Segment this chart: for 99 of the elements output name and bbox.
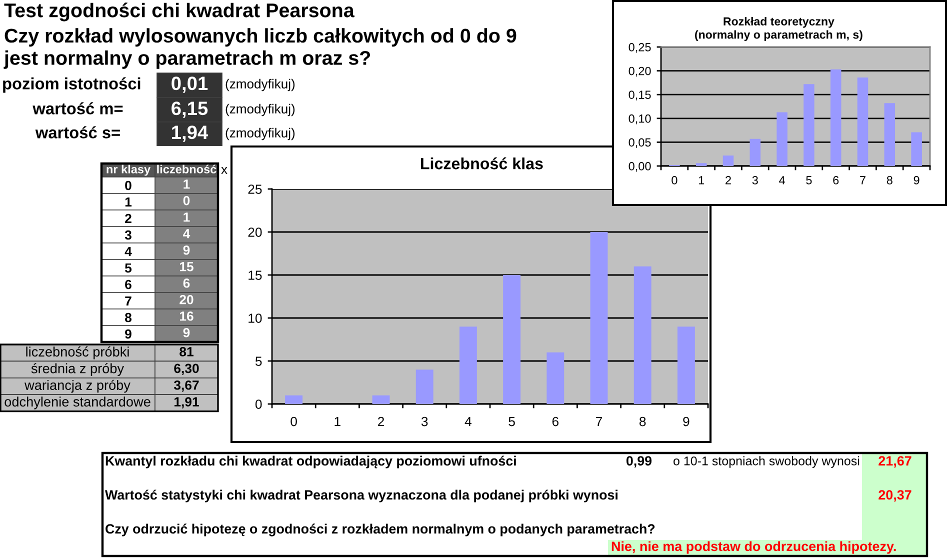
text: 0,01 bbox=[172, 76, 208, 93]
text: średnia z próby bbox=[31, 363, 124, 376]
bar bbox=[634, 266, 652, 404]
x-tick-label: 0 bbox=[290, 416, 297, 426]
x-tick-label: 4 bbox=[779, 176, 785, 184]
y-tick-label: 2 bbox=[125, 214, 132, 224]
y-tick-label: 0,05 bbox=[628, 138, 651, 148]
x-tick-label: 7 bbox=[596, 416, 602, 426]
text: Czy rozkład wylosowanych liczb całkowitych od 0 do 9 jest normalny o parametrach m oraz s? bbox=[4, 28, 516, 69]
y-tick-label: 8 bbox=[125, 312, 132, 322]
text: (zmodyfikuj) bbox=[226, 128, 295, 140]
y-tick-label: 5 bbox=[124, 263, 132, 273]
text: 0,99 bbox=[626, 456, 652, 468]
text: Wartość statystyki chi kwadrat Pearsona wyznaczona dla podanej próbki wynosi bbox=[105, 490, 618, 502]
text: 6,30 bbox=[174, 364, 199, 376]
text: odchylenie standardowe bbox=[4, 396, 150, 410]
bar bbox=[776, 112, 788, 166]
x-tick-label: 8 bbox=[886, 176, 892, 184]
y-tick-label: 0,00 bbox=[628, 162, 651, 172]
bar bbox=[696, 163, 707, 166]
y-tick-label: 0,25 bbox=[628, 43, 651, 53]
x-tick-label: 5 bbox=[508, 416, 515, 426]
text: wariancja z próby bbox=[24, 380, 130, 393]
x-tick-label: 9 bbox=[914, 176, 920, 184]
text: Czy odrzucić hipotezę o zgodności z rozkładem normalnym o podanych parametrach? bbox=[106, 524, 655, 536]
x-tick-label: 3 bbox=[421, 416, 428, 426]
text: wartość s= bbox=[35, 126, 120, 138]
bar bbox=[546, 352, 564, 404]
y-tick-label: 7 bbox=[125, 296, 132, 306]
x-tick-label: 3 bbox=[752, 176, 758, 184]
x-tick-label: 2 bbox=[378, 416, 384, 426]
text: 1,94 bbox=[172, 126, 208, 142]
bar bbox=[416, 370, 434, 404]
x-tick-label: 6 bbox=[833, 176, 839, 184]
x-tick-label: 0 bbox=[672, 176, 678, 184]
bar bbox=[590, 232, 608, 404]
bar bbox=[857, 77, 868, 166]
bar bbox=[804, 84, 814, 166]
text: wartość m= bbox=[32, 102, 123, 114]
x-tick-label: 7 bbox=[860, 176, 866, 184]
x-tick-label: 4 bbox=[464, 416, 472, 426]
text: 21,67 bbox=[878, 456, 912, 468]
y-tick-label: 10 bbox=[248, 314, 262, 323]
text: 3,67 bbox=[174, 380, 199, 392]
data-label: 4 bbox=[183, 229, 190, 238]
bar bbox=[459, 326, 477, 404]
data-label: 0 bbox=[183, 196, 190, 206]
text: 20,37 bbox=[878, 490, 912, 502]
data-label: 6 bbox=[183, 278, 190, 288]
text: (zmodyfikuj) bbox=[226, 78, 295, 92]
data-label: 15 bbox=[180, 262, 194, 272]
data-label: 9 bbox=[183, 328, 190, 338]
y-tick-label: 5 bbox=[255, 356, 262, 366]
x-tick-label: 9 bbox=[683, 416, 690, 426]
y-tick-label: 25 bbox=[248, 184, 262, 194]
y-tick-label: 0 bbox=[255, 400, 262, 409]
x-tick-label: 1 bbox=[698, 176, 704, 184]
x-tick-label: 6 bbox=[552, 416, 558, 426]
bar bbox=[911, 132, 922, 166]
text: x bbox=[221, 166, 228, 174]
y-tick-label: 1 bbox=[125, 197, 132, 207]
bar bbox=[722, 156, 734, 166]
text: Test zgodności chi kwadrat Pearsona bbox=[4, 2, 354, 22]
y-tick-label: 20 bbox=[248, 228, 262, 237]
bar bbox=[830, 69, 842, 166]
x-tick-label: 5 bbox=[806, 176, 812, 184]
y-tick-label: 0,10 bbox=[628, 114, 651, 124]
bar bbox=[503, 275, 521, 404]
chart-title: Rozkład teoretyczny (normalny o parametrach m, s) bbox=[695, 17, 862, 41]
bar bbox=[285, 395, 303, 404]
data-label: 16 bbox=[180, 311, 194, 321]
text: (zmodyfikuj) bbox=[226, 104, 295, 116]
bar bbox=[677, 326, 695, 404]
y-tick-label: 6 bbox=[125, 280, 132, 290]
text: o 10-1 stopniach swobody wynosi bbox=[674, 456, 860, 468]
y-tick-label: 3 bbox=[124, 230, 132, 240]
data-label: 20 bbox=[180, 294, 194, 304]
y-tick-label: 9 bbox=[125, 329, 132, 339]
text: Kwantyl rozkładu chi kwadrat odpowiadający poziomowi ufności bbox=[106, 456, 516, 468]
text: 6,15 bbox=[172, 102, 208, 118]
text: 1,91 bbox=[174, 397, 199, 408]
y-tick-label: 0,20 bbox=[628, 66, 651, 77]
text: Nie, nie ma podstaw do odrzucenia hipotezy. bbox=[612, 541, 896, 554]
text: 81 bbox=[180, 347, 194, 356]
bar bbox=[372, 395, 390, 404]
text: liczebność próbki bbox=[26, 346, 129, 360]
text: poziom istotności bbox=[3, 77, 140, 93]
y-axis-title: nr klasy bbox=[106, 164, 150, 176]
bar bbox=[750, 138, 761, 166]
data-label: 1 bbox=[184, 212, 190, 222]
y-tick-label: 0,15 bbox=[628, 90, 651, 100]
x-tick-label: 1 bbox=[334, 416, 340, 426]
bar bbox=[884, 103, 896, 166]
data-label: 9 bbox=[183, 245, 190, 255]
chart-title: Liczebność klas bbox=[421, 157, 543, 170]
x-tick-label: 2 bbox=[726, 176, 731, 184]
y-tick-label: 15 bbox=[248, 270, 262, 280]
y-tick-label: 4 bbox=[124, 246, 132, 256]
x-tick-label: liczebność bbox=[157, 164, 216, 174]
